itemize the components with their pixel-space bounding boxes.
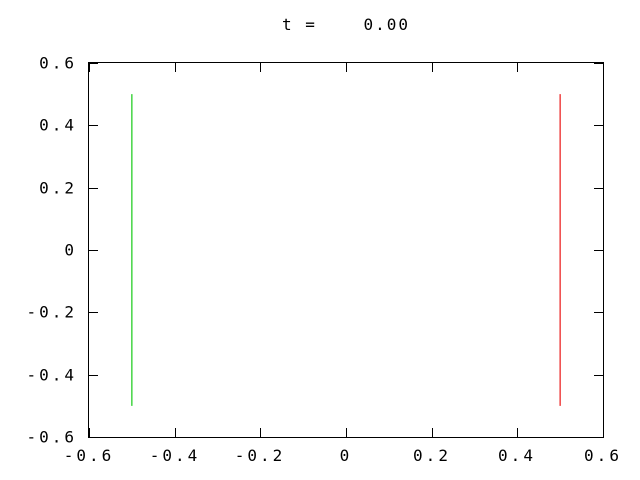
plot-frame <box>88 62 604 438</box>
plot-title: t = 0.00 <box>282 15 410 34</box>
y-tick-left <box>89 312 98 313</box>
y-tick-left <box>89 250 98 251</box>
y-tick-left <box>89 63 98 64</box>
x-tick-bottom <box>175 428 176 437</box>
x-tick-label: 0.6 <box>584 446 622 465</box>
x-tick-top <box>346 63 347 72</box>
y-tick-right <box>594 188 603 189</box>
y-tick-label: 0.6 <box>39 53 77 73</box>
x-tick-label: 0.2 <box>413 446 451 465</box>
x-tick-top <box>517 63 518 72</box>
x-tick-top <box>603 63 604 72</box>
x-tick-label: -0.4 <box>149 446 201 465</box>
x-tick-label: 0 <box>339 446 353 465</box>
y-tick-label: 0.4 <box>39 115 77 135</box>
y-tick-label: 0 <box>64 240 77 260</box>
x-tick-bottom <box>89 428 90 437</box>
plot-series-layer <box>131 94 561 406</box>
x-tick-label: 0.4 <box>498 446 536 465</box>
x-tick-top <box>260 63 261 72</box>
x-tick-top <box>89 63 90 72</box>
y-tick-label: -0.4 <box>26 365 77 385</box>
x-tick-top <box>432 63 433 72</box>
y-tick-right <box>594 437 603 438</box>
y-tick-right <box>594 63 603 64</box>
x-tick-bottom <box>346 428 347 437</box>
y-tick-label: -0.2 <box>26 302 77 322</box>
y-tick-right <box>594 375 603 376</box>
x-tick-bottom <box>517 428 518 437</box>
x-tick-bottom <box>432 428 433 437</box>
y-tick-left <box>89 437 98 438</box>
y-tick-label: 0.2 <box>39 178 77 198</box>
y-tick-left <box>89 188 98 189</box>
x-tick-bottom <box>260 428 261 437</box>
y-tick-left <box>89 125 98 126</box>
x-tick-label: -0.6 <box>63 446 115 465</box>
x-tick-label: -0.2 <box>234 446 286 465</box>
y-tick-label: -0.6 <box>26 427 77 447</box>
y-tick-right <box>594 125 603 126</box>
y-tick-right <box>594 250 603 251</box>
y-tick-left <box>89 375 98 376</box>
y-tick-right <box>594 312 603 313</box>
x-tick-top <box>175 63 176 72</box>
x-tick-bottom <box>603 428 604 437</box>
